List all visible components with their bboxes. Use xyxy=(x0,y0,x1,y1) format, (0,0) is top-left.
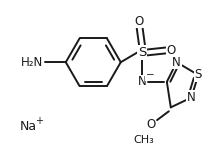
Text: S: S xyxy=(138,46,147,59)
Text: N: N xyxy=(172,56,181,69)
Text: +: + xyxy=(35,116,43,126)
Text: O: O xyxy=(135,15,144,28)
Text: O: O xyxy=(147,118,156,131)
Text: N: N xyxy=(138,75,147,88)
Text: CH₃: CH₃ xyxy=(133,135,154,145)
Text: Na: Na xyxy=(20,120,37,133)
Text: −: − xyxy=(146,70,155,80)
Text: S: S xyxy=(195,69,202,82)
Text: H₂N: H₂N xyxy=(21,56,43,69)
Text: N: N xyxy=(187,91,196,104)
Text: O: O xyxy=(166,44,175,57)
